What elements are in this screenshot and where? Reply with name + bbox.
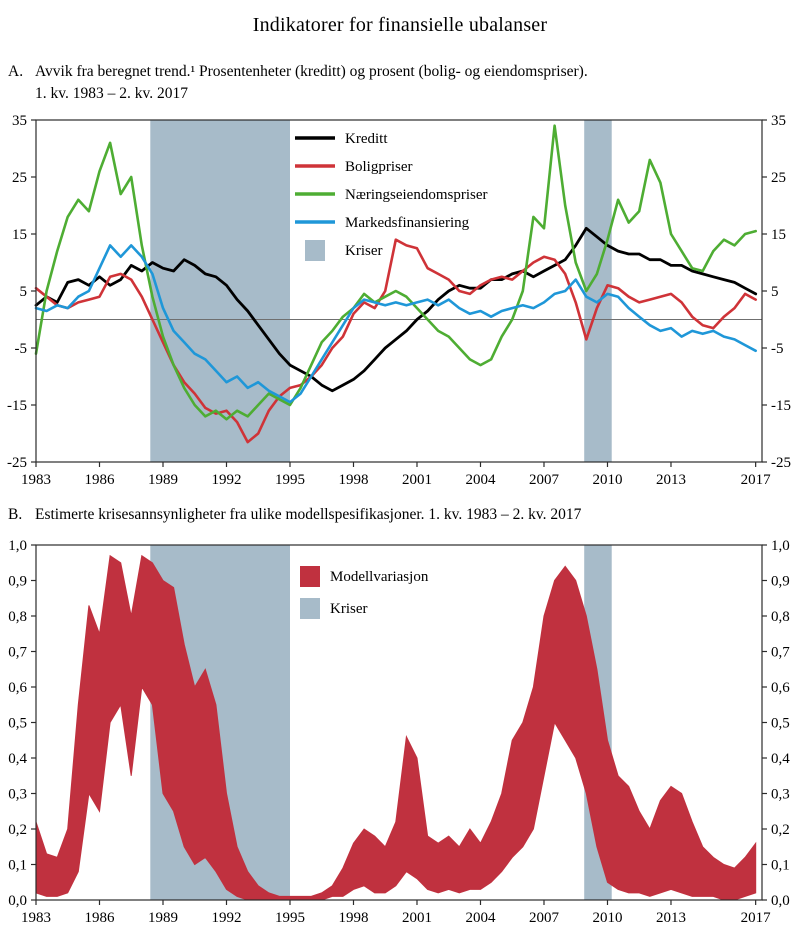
crisis-band	[150, 120, 290, 463]
legend-label-modellvariasjon: Modellvariasjon	[330, 569, 429, 585]
y-tick-label-right: 0,9	[771, 574, 790, 590]
y-tick-label-right: 1,0	[771, 538, 790, 554]
chart-panel-b: 0,0 0,0 0,1 0,1 0,2 0,2 0,3 0,3 0,4 0,4 0,5 0,5 0,6 0…	[8, 538, 790, 926]
panel-a-label: A.	[8, 63, 24, 80]
x-tick-label: 1995	[275, 910, 305, 926]
y-tick-label-left: 25	[12, 170, 27, 186]
legend-item-kriser: Kriser	[305, 240, 383, 262]
y-tick-label-left: 15	[12, 227, 27, 243]
legend-item-boligpriser: Boligpriser	[295, 159, 413, 175]
y-tick-label-right: 0,4	[771, 751, 790, 767]
y-tick-label-left: 0,9	[8, 574, 27, 590]
x-tick-label: 1989	[148, 472, 178, 488]
x-tick-label: 2007	[529, 910, 560, 926]
y-tick-label-right: 0,7	[771, 645, 790, 661]
legend-label-kriser: Kriser	[330, 601, 368, 617]
x-tick-label: 1986	[84, 910, 115, 926]
legend-item-markedsfinansiering: Markedsfinansiering	[295, 215, 470, 231]
y-tick-label-left: 0,8	[8, 609, 27, 625]
x-tick-label: 2013	[656, 472, 686, 488]
y-tick-label-left: 0,6	[8, 680, 27, 696]
figure-title: Indikatorer for finansielle ubalanser	[252, 14, 548, 36]
y-tick-label-left: 0,7	[8, 645, 27, 661]
x-tick-label: 1983	[21, 910, 51, 926]
crisis-band	[584, 120, 612, 463]
x-tick-label: 2013	[656, 910, 686, 926]
y-tick-label-left: -15	[7, 398, 27, 414]
series-modellvariasjon-area	[35, 554, 757, 901]
x-tick-label: 1983	[21, 472, 51, 488]
series-markedsfinansiering-line	[34, 244, 758, 404]
x-tick-label: 2017	[741, 910, 772, 926]
x-tick-label: 2004	[465, 472, 496, 488]
x-tick-label: 1986	[84, 472, 115, 488]
y-tick-label-right: 0,3	[771, 787, 790, 803]
x-tick-label: 1992	[211, 910, 241, 926]
panel-b-label: B.	[8, 506, 23, 524]
y-tick-label-right: 0,1	[771, 858, 790, 874]
y-tick-label-left: 0,2	[8, 822, 27, 838]
y-tick-label-left: 0,4	[8, 751, 27, 767]
y-tick-label-right: -15	[771, 398, 791, 414]
y-tick-label-left: -25	[7, 455, 27, 471]
panel-b-text: Estimerte krisesannsynligheter fra ulike…	[35, 504, 800, 526]
legend-item-n-ringseiendomspriser: Næringseiendomspriser	[295, 187, 487, 203]
x-tick-label: 1992	[211, 472, 241, 488]
y-tick-label-left: 35	[12, 113, 27, 129]
legend-item-kreditt: Kreditt	[295, 131, 388, 147]
chart-panel-a: -25 -25 -15 -15 -5 -5 5 5 15 15 25 25 35 35 1983 1986 19…	[7, 113, 791, 488]
panel-a-heading: A. Avvik fra beregnet trend.¹ Prosentenh…	[8, 61, 800, 104]
series-n-ringseiendomspriser-line	[34, 124, 758, 421]
x-tick-label: 2004	[465, 910, 496, 926]
legend-label-markedsfinansiering: Markedsfinansiering	[345, 215, 470, 231]
x-tick-label: 2017	[741, 472, 772, 488]
panel-a-text: Avvik fra beregnet trend.¹ Prosentenhete…	[35, 61, 800, 104]
legend-label-n-ringseiendomspriser: Næringseiendomspriser	[345, 187, 487, 203]
legend-swatch-modellvariasjon	[300, 566, 320, 588]
y-tick-label-left: -5	[15, 341, 28, 357]
legend-label-kreditt: Kreditt	[345, 131, 388, 147]
x-tick-label: 1998	[338, 472, 368, 488]
x-tick-label: 1995	[275, 472, 305, 488]
y-tick-label-right: 0,0	[771, 893, 790, 909]
series-kreditt-line	[34, 227, 758, 393]
legend-item-kriser: Kriser	[300, 598, 368, 620]
y-tick-label-left: 0,1	[8, 858, 27, 874]
panel-b-heading: B. Estimerte krisesannsynligheter fra ul…	[8, 504, 800, 526]
y-tick-label-left: 0,3	[8, 787, 27, 803]
y-tick-label-right: 35	[771, 113, 786, 129]
x-tick-label: 2010	[592, 910, 622, 926]
y-tick-label-left: 0,0	[8, 893, 27, 909]
y-tick-label-right: -25	[771, 455, 791, 471]
y-tick-label-right: 0,6	[771, 680, 790, 696]
y-tick-label-right: 5	[771, 284, 779, 300]
x-tick-label: 1989	[148, 910, 178, 926]
panel-a-heading-line2: 1. kv. 1983 – 2. kv. 2017	[35, 84, 188, 102]
legend-swatch-kriser	[300, 598, 320, 620]
y-tick-label-right: 0,5	[771, 716, 790, 732]
x-tick-label: 2007	[529, 472, 560, 488]
y-tick-label-right: 0,2	[771, 822, 790, 838]
x-tick-label: 1998	[338, 910, 368, 926]
x-tick-label: 2001	[402, 910, 432, 926]
panel-a-heading-line1: Avvik fra beregnet trend.¹ Prosentenhete…	[35, 63, 588, 80]
series-boligpriser-line	[34, 238, 758, 444]
y-tick-label-left: 5	[20, 284, 28, 300]
legend-item-modellvariasjon: Modellvariasjon	[300, 566, 429, 588]
panel-b-heading-line1: Estimerte krisesannsynligheter fra ulike…	[35, 506, 582, 524]
legend-label-kriser: Kriser	[345, 243, 383, 259]
x-tick-label: 2010	[592, 472, 622, 488]
legend-label-boligpriser: Boligpriser	[345, 159, 413, 175]
y-tick-label-right: 15	[771, 227, 786, 243]
y-tick-label-left: 0,5	[8, 716, 27, 732]
x-tick-label: 2001	[402, 472, 432, 488]
y-tick-label-right: -5	[771, 341, 784, 357]
y-tick-label-right: 0,8	[771, 609, 790, 625]
y-tick-label-right: 25	[771, 170, 786, 186]
y-tick-label-left: 1,0	[8, 538, 27, 554]
legend-swatch-kriser	[305, 240, 325, 262]
